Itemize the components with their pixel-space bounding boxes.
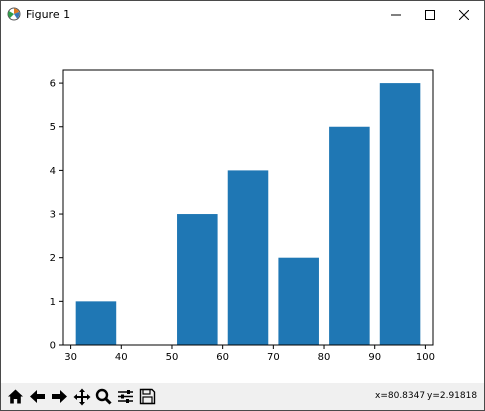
configure-subplots-icon [118, 390, 133, 403]
y-tick-label: 4 [50, 166, 56, 177]
save-button[interactable] [137, 386, 158, 407]
y-tick-label: 5 [50, 122, 56, 133]
home-icon [8, 389, 23, 404]
bar [75, 301, 117, 345]
zoom-button[interactable] [93, 386, 114, 407]
forward-arrow-icon [52, 390, 67, 403]
bar [379, 83, 421, 345]
save-icon [139, 388, 156, 405]
y-coordinate-readout: y=2.91818 [427, 391, 478, 401]
y-tick-label: 0 [50, 341, 56, 352]
x-tick-label: 40 [115, 352, 128, 363]
back-button[interactable] [27, 386, 48, 407]
axes-frame [62, 69, 434, 346]
home-button[interactable] [5, 386, 26, 407]
bar [177, 214, 218, 345]
configure-subplots-button[interactable] [115, 386, 136, 407]
close-icon [459, 10, 469, 20]
minimize-button[interactable] [379, 1, 413, 29]
bar-chart: 30 40 50 60 70 80 90 100 0 1 2 3 4 5 6 [50, 69, 435, 363]
pan-button[interactable] [71, 386, 92, 407]
x-tick-label: 30 [64, 352, 77, 363]
maximize-button[interactable] [413, 1, 447, 29]
bar [329, 126, 370, 345]
back-arrow-icon [30, 390, 45, 403]
y-tick-label: 2 [50, 253, 56, 264]
pan-icon [73, 388, 90, 405]
x-tick-label: 70 [267, 352, 280, 363]
y-tick-label: 1 [50, 297, 56, 308]
x-tick-label: 80 [318, 352, 331, 363]
zoom-icon [95, 388, 112, 405]
y-tick-label: 6 [50, 79, 56, 90]
navigation-toolbar: x=80.8347 y=2.91818 [1, 383, 484, 410]
forward-button[interactable] [49, 386, 70, 407]
x-tick-label: 100 [416, 352, 435, 363]
window-title: Figure 1 [26, 8, 71, 21]
x-coordinate-readout: x=80.8347 [375, 391, 426, 401]
close-button[interactable] [447, 1, 481, 29]
x-tick-label: 90 [368, 352, 381, 363]
x-tick-label: 60 [216, 352, 229, 363]
bar [278, 257, 319, 345]
title-bar[interactable]: Figure 1 [1, 1, 484, 29]
bar [227, 170, 269, 345]
figure-canvas[interactable]: 30 40 50 60 70 80 90 100 0 1 2 3 4 5 6 [1, 29, 484, 381]
y-tick-label: 3 [50, 210, 56, 221]
maximize-icon [425, 10, 435, 20]
matplotlib-logo-icon [7, 7, 21, 21]
x-tick-label: 50 [166, 352, 179, 363]
minimize-icon [391, 14, 401, 16]
